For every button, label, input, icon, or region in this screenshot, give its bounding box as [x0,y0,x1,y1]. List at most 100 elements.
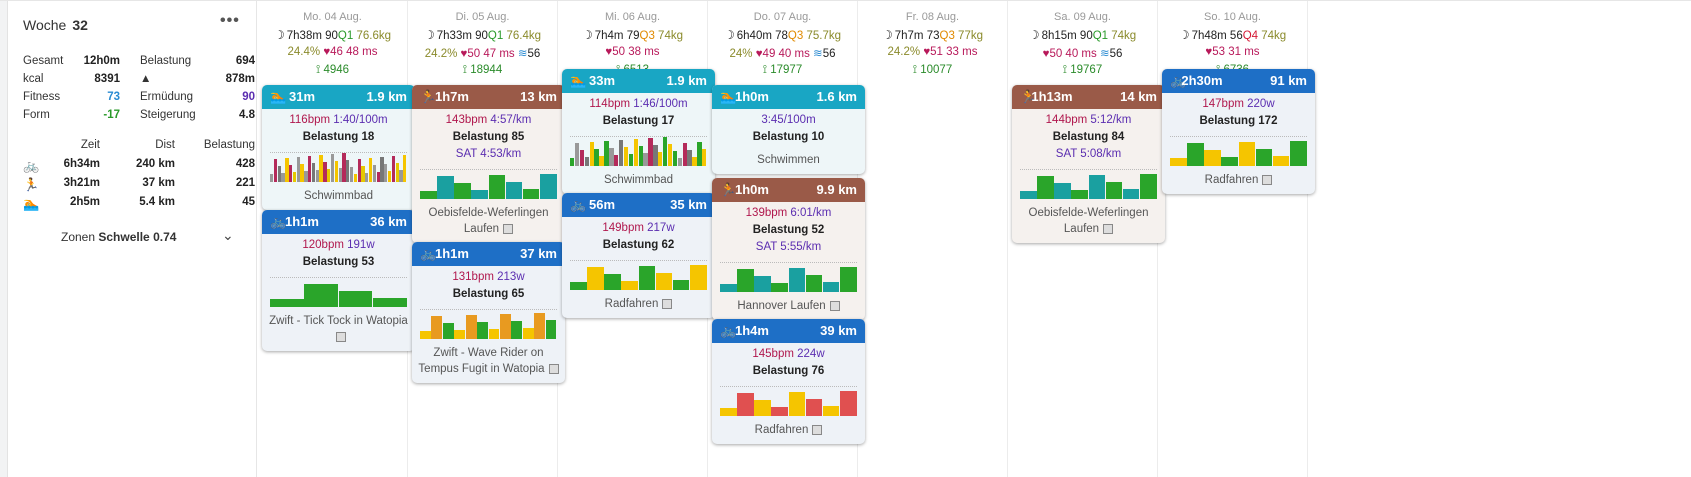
activity-metrics: 120bpm 191w [262,237,415,254]
stat-label: Form [23,109,50,121]
heart-rate: 147bpm [1202,98,1244,110]
chart-bar [334,161,338,182]
sport-row: 🚲 6h34m 240 km 428 [23,158,255,177]
sleep-time: 8h15m [1041,30,1080,42]
sleep-quality: Q1 [337,30,354,42]
activity-name: Zwift - Tick Tock in Watopia [262,313,415,351]
power: 213w [493,271,525,283]
chart-bar [454,330,466,339]
chart-bar [589,142,594,166]
activity-metrics: 114bpm 1:46/100m [562,96,715,113]
zone-chart [1170,136,1307,166]
chart-bar [1105,182,1123,199]
map-icon[interactable] [812,424,823,435]
map-icon[interactable] [1262,174,1273,185]
activity-card[interactable]: 🚲 1h1m 37 km 131bpm 213w Belastung 65 Zwift -… [412,242,565,383]
training-load: Belastung 18 [302,131,375,143]
sleep-quality: Q3 [639,30,655,42]
swim-icon: ≋ [514,48,528,60]
chart-bar [353,174,358,182]
power: 191w [343,239,375,251]
chart-bar [1204,150,1221,166]
chart-bar [604,274,621,290]
activity-card[interactable]: 🏊 33m 1.9 km 114bpm 1:46/100m Belastung 17 Sc… [562,69,715,194]
activity-card[interactable]: 🏊 1h0m 1.6 km 3:45/100m Belastung 10 Schwimme… [712,85,865,174]
map-icon[interactable] [548,363,559,374]
map-icon[interactable] [662,298,673,309]
activity-name: Schwimmbad [303,190,374,202]
chart-bar [296,157,300,182]
chart-bar [1255,149,1273,166]
heart-icon: ♥ [1205,46,1213,58]
activity-card[interactable]: 🏊 31m 1.9 km 116bpm 1:40/100m Belastung 18 Sc… [262,85,415,210]
zones-selector[interactable]: Zonen Schwelle 0.74 [61,230,176,244]
resting-hr: 53 31 ms [1212,46,1260,58]
activity-card[interactable]: 🏃 1h0m 9.9 km 139bpm 6:01/km Belastung 52 SAT… [712,178,865,320]
training-load: Belastung 84 [1052,131,1125,143]
more-options-icon[interactable]: ••• [220,12,240,29]
stat-value: 90 [242,91,255,103]
training-load: Belastung 85 [452,131,525,143]
activity-card[interactable]: 🏃 1h13m 14 km 144bpm 5:12/km Belastung 84 SAT… [1012,85,1165,243]
activity-header: 🏃 1h7m 13 km [412,85,565,109]
day-wellness-line2: 24.4% ♥46 48 ms [258,46,407,58]
weight: 74kg [654,30,683,42]
activity-duration: 1h13m [1031,89,1073,104]
sleep-quality: Q3 [787,30,804,42]
chart-bar [682,143,687,166]
map-icon[interactable] [1103,223,1114,234]
chart-bar [574,143,580,166]
activity-card[interactable]: 🚲 56m 35 km 149bpm 217w Belastung 62 Radfahre… [562,193,715,318]
chart-bar [471,190,488,199]
day-wellness-line2: 24% ♥49 40 ms ≋56 [708,46,857,60]
day-steps: ⟟ 4946 [258,64,407,77]
chart-bar [1139,174,1157,199]
chart-bar [599,156,604,166]
chart-bar [621,281,638,290]
pace: 3:45/100m [761,114,816,126]
chart-bar [308,156,312,182]
zone-chart [420,309,557,339]
stat-label: Steigerung [140,109,196,121]
swim-icon: 🏊 [23,196,40,211]
zone-chart [720,262,857,292]
activity-card[interactable]: 🏃 1h7m 13 km 143bpm 4:57/km Belastung 85 SAT … [412,85,565,243]
chart-bar [338,291,373,307]
heart-icon: ♥ [755,48,763,60]
chart-bar [1088,175,1106,199]
day-wellness-line2: ♥50 40 ms ≋56 [1008,46,1157,60]
map-icon[interactable] [829,300,840,311]
swim-count: 56 [822,48,836,60]
day-label: Fr. 08 Aug. [905,11,960,23]
chart-bar [365,173,369,182]
map-icon[interactable] [503,223,514,234]
chart-bar [522,189,540,199]
stat-value: 4.8 [239,109,255,121]
steps-icon: ⟟ [1062,64,1071,76]
activity-card[interactable]: 🚲 1h4m 39 km 145bpm 224w Belastung 76 Radfahr… [712,319,865,444]
bike-icon: 🚲 [270,214,287,229]
steps-value: 17977 [770,64,803,76]
activity-header: 🚲 1h4m 39 km [712,319,865,343]
day-wellness-line1: ☽ 7h48m 56Q4 74kg [1158,28,1307,42]
stat-value: 694 [235,55,255,67]
chart-bar [628,154,634,166]
day-steps: ⟟ 17977 [708,64,857,77]
activity-card[interactable]: 🚲 2h30m 91 km 147bpm 220w Belastung 172 Radfa… [1162,69,1315,194]
sport-value: 6h34m [63,158,100,170]
chart-bar [403,155,407,182]
day-label: Di. 05 Aug. [455,11,510,23]
chart-bar [623,147,629,166]
day-label: Mi. 06 Aug. [604,11,661,23]
activity-header: 🏊 31m 1.9 km [262,85,415,109]
chart-bar [442,323,454,339]
day-column: Di. 05 Aug. ☽ 7h33m 90Q1 76.4kg 24.2% ♥50 4… [408,1,565,477]
activity-card[interactable]: 🚲 1h1m 36 km 120bpm 191w Belastung 53 Zwift -… [262,210,415,351]
day-label: Mo. 04 Aug. [303,11,362,23]
weight: 74kg [1258,30,1287,42]
zones-label: Zonen [61,230,96,244]
map-icon[interactable] [335,331,346,342]
activity-distance: 39 km [820,323,857,338]
steps-value: 19767 [1070,64,1103,76]
chevron-down-icon[interactable]: ⌄ [222,227,234,243]
